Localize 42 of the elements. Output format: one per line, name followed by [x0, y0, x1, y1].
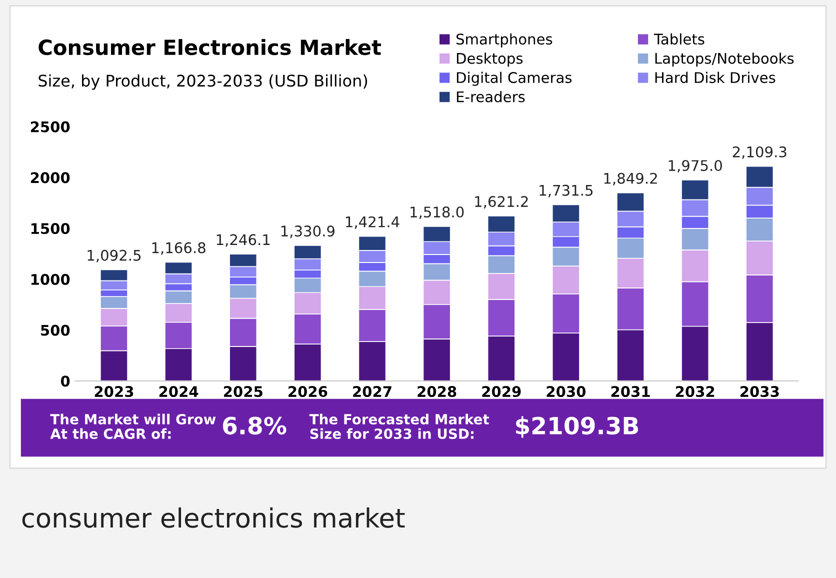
y-tick-label: 500 [41, 324, 70, 336]
x-tick-label: 2032 [676, 386, 714, 398]
x-tick-label: 2029 [482, 386, 521, 398]
text: 6.8% [223, 416, 286, 435]
text: consumer electronics market [22, 507, 405, 528]
x-tick-label: 2025 [224, 386, 262, 398]
y-tick-label: 2000 [30, 172, 70, 184]
chart-title: Consumer Electronics Market [38, 39, 382, 56]
total-label: 1,246.1 [216, 234, 270, 247]
total-label: 1,975.0 [668, 160, 722, 173]
x-tick-label: 2023 [94, 386, 134, 398]
legend-label: Smartphones [456, 33, 552, 48]
total-label: 1,092.5 [88, 250, 141, 262]
y-tick-label: 1500 [31, 223, 70, 234]
total-label: 1,166.8 [152, 242, 206, 255]
text: The Market will Grow At the CAGR of: [50, 414, 216, 439]
total-label: 1,421.4 [346, 216, 400, 229]
y-tick-label: 0 [60, 376, 70, 387]
total-label: 1,849.2 [604, 172, 657, 186]
total-label: 1,518.0 [410, 206, 464, 220]
x-tick-label: 2026 [288, 386, 328, 398]
legend-label: E-readers [456, 91, 525, 102]
x-tick-label: 2024 [159, 386, 198, 398]
total-label: 1,731.5 [540, 184, 592, 198]
legend-label: Tablets [654, 33, 704, 45]
x-tick-label: 2031 [611, 386, 650, 398]
x-tick-label: 2030 [546, 386, 586, 398]
legend-label: Digital Cameras [456, 72, 572, 86]
text: The Forecasted Market Size for 2033 in USD: [309, 414, 490, 439]
total-label: 1,621.2 [475, 196, 528, 209]
x-tick-label: 2033 [740, 386, 779, 398]
legend-label: Laptops/Notebooks [655, 52, 794, 67]
total-label: 2,109.3 [732, 146, 786, 159]
x-tick-label: 2028 [418, 386, 456, 398]
x-tick-label: 2027 [353, 386, 392, 398]
legend-label: Hard Disk Drives [655, 72, 776, 84]
chart-subtitle: Size, by Product, 2023-2033 (USD Billion) [38, 74, 368, 90]
y-tick-label: 1000 [31, 274, 70, 285]
text: $2109.3B [516, 416, 638, 438]
y-tick-label: 2500 [30, 121, 70, 132]
legend-label: Desktops [456, 52, 523, 67]
total-label: 1,330.9 [281, 226, 334, 238]
